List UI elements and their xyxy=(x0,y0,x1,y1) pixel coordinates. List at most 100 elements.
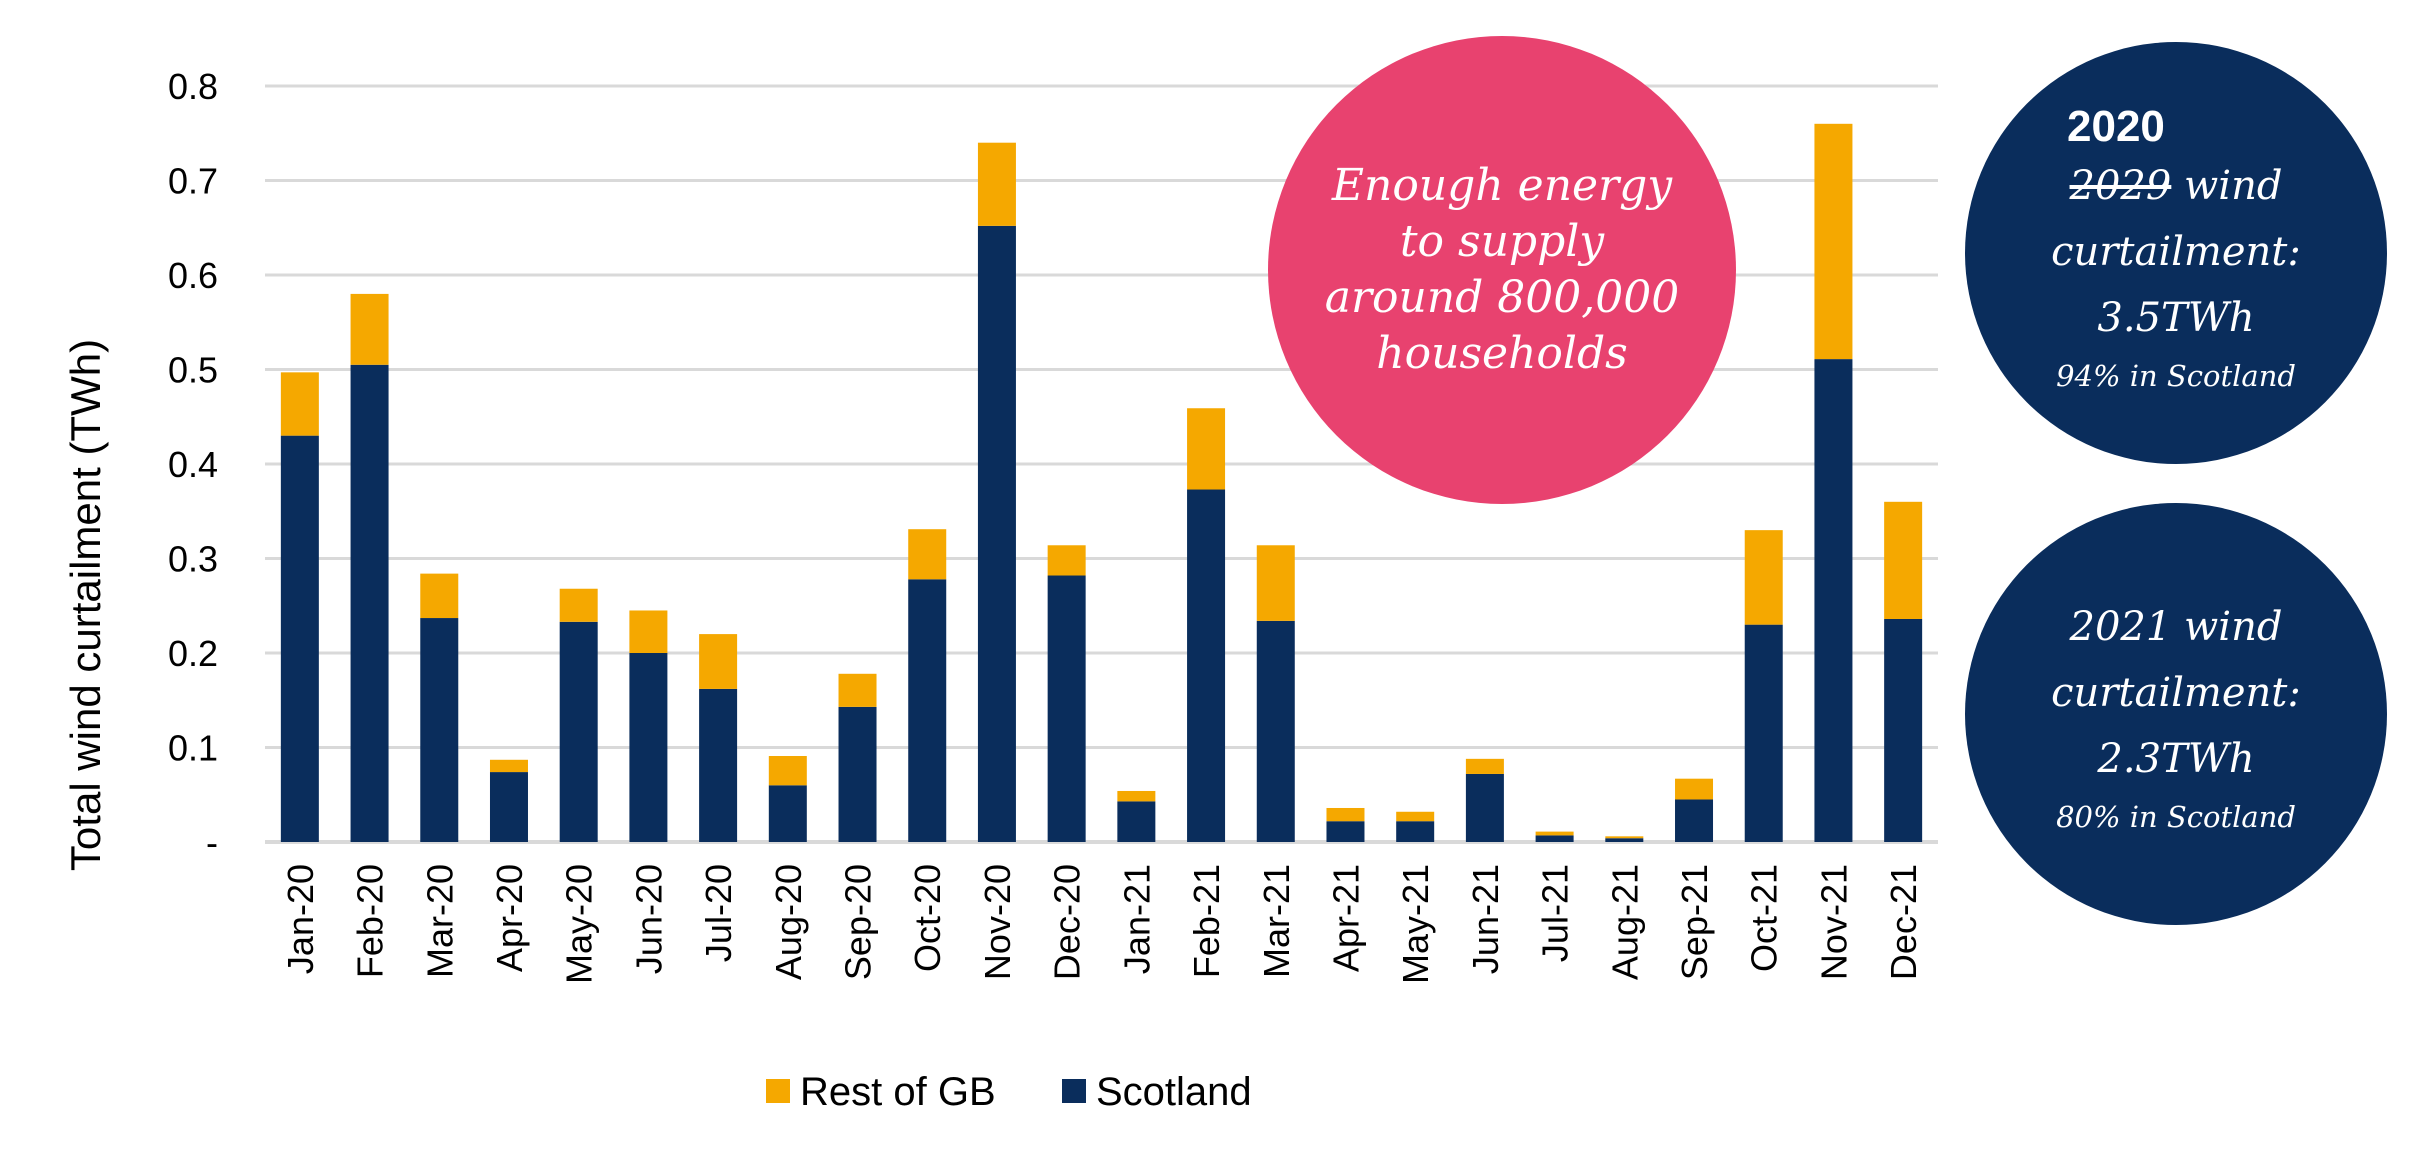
x-tick-label: Sep-20 xyxy=(838,864,879,980)
x-tick-label: Jan-21 xyxy=(1116,864,1157,974)
callout-2020-line2: curtailment: xyxy=(2051,229,2301,275)
callout-2021-share: 80% in Scotland xyxy=(2056,800,2296,834)
bar-scotland xyxy=(1187,489,1226,842)
bar-scotland xyxy=(420,618,459,842)
households-callout-text: Enough energy to supply around 800,000 h… xyxy=(1324,160,1680,379)
x-tick-label: Aug-20 xyxy=(768,864,809,980)
bar-rest-of-gb xyxy=(489,759,528,773)
x-tick-label: Feb-20 xyxy=(350,864,391,978)
callout-2020-line1: 2029 wind xyxy=(2070,153,2283,219)
x-tick-label: Dec-20 xyxy=(1047,864,1088,980)
y-tick-label: 0.8 xyxy=(168,66,218,107)
bar-rest-of-gb xyxy=(1326,807,1365,822)
bar-scotland xyxy=(1884,618,1923,842)
x-tick-label: Jun-20 xyxy=(628,864,669,974)
bar-rest-of-gb xyxy=(1396,811,1435,822)
bar-scotland xyxy=(559,621,598,842)
callout-2020: 2029 wind curtailment: 3.5TWh 94% in Sco… xyxy=(1965,42,2387,464)
bar-scotland xyxy=(489,772,528,842)
x-tick-label: Aug-21 xyxy=(1604,864,1645,980)
bar-scotland xyxy=(1605,838,1644,842)
bar-scotland xyxy=(280,435,319,842)
x-tick-label: Oct-20 xyxy=(907,864,948,972)
legend-swatch-rest-of-gb xyxy=(766,1079,790,1103)
bar-scotland xyxy=(1396,821,1435,842)
bar-rest-of-gb xyxy=(1117,790,1156,802)
x-tick-label: May-21 xyxy=(1395,864,1436,984)
bar-rest-of-gb xyxy=(838,673,877,707)
bar-rest-of-gb xyxy=(629,610,668,653)
legend-swatch-scotland xyxy=(1062,1079,1086,1103)
bar-rest-of-gb xyxy=(908,529,947,580)
x-tick-label: Apr-20 xyxy=(489,864,530,972)
bar-rest-of-gb xyxy=(1256,545,1295,621)
x-tick-label: Feb-21 xyxy=(1186,864,1227,978)
bar-scotland xyxy=(1465,773,1504,842)
callout-2020-share: 94% in Scotland xyxy=(2056,359,2296,393)
bar-rest-of-gb xyxy=(768,756,807,786)
callout-2021-line1: 2021 wind xyxy=(2069,604,2283,650)
bar-rest-of-gb xyxy=(350,293,389,365)
bar-rest-of-gb xyxy=(280,372,319,436)
bar-rest-of-gb xyxy=(1047,545,1086,576)
y-tick-label: 0.5 xyxy=(168,350,218,391)
bar-scotland xyxy=(838,706,877,842)
x-tick-label: Mar-20 xyxy=(419,864,460,978)
bar-scotland xyxy=(1814,359,1853,842)
bar-scotland xyxy=(768,785,807,842)
x-tick-label: Apr-21 xyxy=(1325,864,1366,972)
bar-scotland xyxy=(977,225,1016,843)
bar-scotland xyxy=(1535,835,1574,842)
bar-rest-of-gb xyxy=(1605,836,1644,839)
x-tick-label: May-20 xyxy=(559,864,600,984)
y-tick-labels: - 0.1 0.2 0.3 0.4 0.5 0.6 0.7 0.8 xyxy=(168,66,218,863)
x-tick-label: Jul-21 xyxy=(1535,864,1576,962)
bar-scotland xyxy=(1256,620,1295,842)
bar-rest-of-gb xyxy=(977,142,1016,226)
x-tick-label: Nov-21 xyxy=(1813,864,1854,980)
callout-2020-total: 3.5TWh xyxy=(2097,295,2255,341)
callout-2021: 2021 wind curtailment: 2.3TWh 80% in Sco… xyxy=(1965,503,2387,925)
households-callout: Enough energy to supply around 800,000 h… xyxy=(1268,36,1736,504)
x-tick-label: Sep-21 xyxy=(1674,864,1715,980)
legend-label-scotland: Scotland xyxy=(1096,1070,1252,1114)
callout-2021-line2: curtailment: xyxy=(2051,670,2301,716)
bar-scotland xyxy=(1326,821,1365,842)
y-tick-label: - xyxy=(206,822,218,863)
x-tick-label: Mar-21 xyxy=(1256,864,1297,978)
bar-scotland xyxy=(629,653,668,842)
callout-2021-total: 2.3TWh xyxy=(2097,736,2255,782)
legend: Rest of GB Scotland xyxy=(766,1070,1252,1114)
bar-scotland xyxy=(699,688,738,842)
y-axis-label: Total wind curtailment (TWh) xyxy=(62,339,109,871)
bar-scotland xyxy=(350,364,389,842)
y-tick-label: 0.6 xyxy=(168,255,218,296)
bar-scotland xyxy=(1744,624,1783,842)
bar-rest-of-gb xyxy=(1744,530,1783,625)
callout-2020-wind: wind xyxy=(2184,163,2283,209)
x-tick-label: Jun-21 xyxy=(1465,864,1506,974)
x-tick-label: Nov-20 xyxy=(977,864,1018,980)
bars xyxy=(280,123,1923,843)
x-tick-labels: Jan-20 Feb-20 Mar-20 Apr-20 May-20 Jun-20 Jul-… xyxy=(280,864,1924,984)
y-tick-label: 0.7 xyxy=(168,161,218,202)
gridlines xyxy=(265,84,1938,844)
bar-rest-of-gb xyxy=(1535,831,1574,836)
bar-scotland xyxy=(1117,801,1156,842)
bar-rest-of-gb xyxy=(1675,778,1714,800)
y-tick-label: 0.2 xyxy=(168,633,218,674)
bar-rest-of-gb xyxy=(1465,758,1504,774)
bar-rest-of-gb xyxy=(559,588,598,622)
y-tick-label: 0.3 xyxy=(168,539,218,580)
x-tick-label: Oct-21 xyxy=(1744,864,1785,972)
bar-rest-of-gb xyxy=(1884,501,1923,619)
x-tick-label: Jan-20 xyxy=(280,864,321,974)
legend-label-rest-of-gb: Rest of GB xyxy=(800,1070,996,1114)
y-tick-label: 0.4 xyxy=(168,444,218,485)
bar-rest-of-gb xyxy=(1814,123,1853,360)
y-tick-label: 0.1 xyxy=(168,728,218,769)
bar-rest-of-gb xyxy=(699,634,738,689)
x-tick-label: Dec-21 xyxy=(1883,864,1924,980)
bar-rest-of-gb xyxy=(1187,408,1226,490)
